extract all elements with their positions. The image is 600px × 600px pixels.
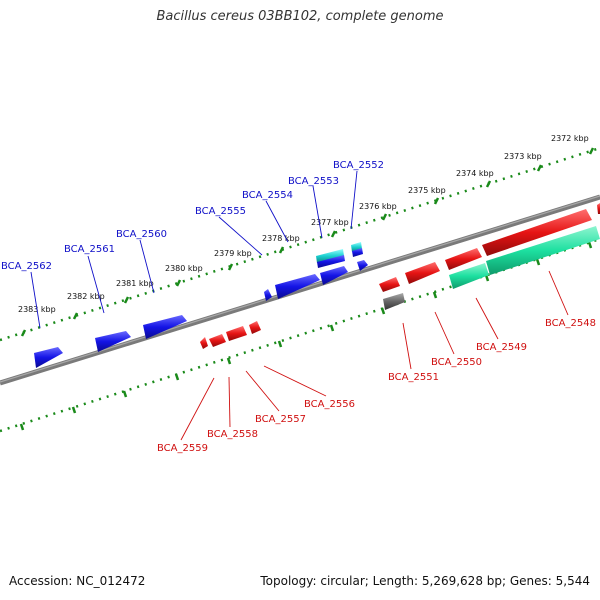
gene-label-bca-2550[interactable]: BCA_2550 bbox=[431, 357, 482, 368]
gene-label-bca-2553[interactable]: BCA_2553 bbox=[288, 176, 339, 187]
gene-bca-2556[interactable] bbox=[249, 321, 261, 334]
gene-label-bca-2552[interactable]: BCA_2552 bbox=[333, 160, 384, 171]
gene-bca-2557[interactable] bbox=[226, 326, 247, 341]
scale-label-2381: 2381 kbp bbox=[116, 279, 154, 288]
gene-label-bca-2560[interactable]: BCA_2560 bbox=[116, 229, 167, 240]
scale-label-2377: 2377 kbp bbox=[311, 218, 349, 227]
gene-bca-2554[interactable] bbox=[275, 274, 320, 299]
scale-label-2376: 2376 kbp bbox=[359, 202, 397, 211]
lower-leader-lines bbox=[180, 270, 569, 441]
gene-bca-2559[interactable] bbox=[200, 337, 208, 349]
gene-bca-2553-b[interactable] bbox=[357, 260, 368, 271]
gene-label-bca-2561[interactable]: BCA_2561 bbox=[64, 244, 115, 255]
map-title: Bacillus cereus 03BB102, complete genome bbox=[156, 9, 444, 24]
gene-bca-2551-red[interactable] bbox=[379, 277, 400, 292]
scale-label-2379: 2379 kbp bbox=[214, 249, 252, 258]
gene-bca-2552-blue-2[interactable] bbox=[352, 248, 363, 257]
scale-label-2380: 2380 kbp bbox=[165, 264, 203, 273]
gene-label-bca-2562[interactable]: BCA_2562 bbox=[1, 261, 52, 272]
gene-label-bca-2557[interactable]: BCA_2557 bbox=[255, 414, 306, 425]
gene-bca-2550[interactable] bbox=[405, 262, 440, 284]
gene-bca-2560[interactable] bbox=[143, 315, 187, 339]
gene-label-bca-2554[interactable]: BCA_2554 bbox=[242, 190, 293, 201]
scale-label-2374: 2374 kbp bbox=[456, 169, 494, 178]
topology-text: Topology: circular; Length: 5,269,628 bp… bbox=[260, 574, 590, 588]
gene-bca-2552-blue[interactable] bbox=[317, 255, 345, 268]
gene-bca-2553-a[interactable] bbox=[320, 266, 348, 285]
scale-label-2375: 2375 kbp bbox=[408, 186, 446, 195]
gene-bca-2561[interactable] bbox=[95, 331, 131, 352]
gene-bca-2548-rna[interactable] bbox=[486, 226, 600, 275]
gene-label-bca-2549[interactable]: BCA_2549 bbox=[476, 342, 527, 353]
gene-label-bca-2555[interactable]: BCA_2555 bbox=[195, 206, 246, 217]
gene-bca-2549-red[interactable] bbox=[445, 248, 482, 270]
scale-label-2372: 2372 kbp bbox=[551, 134, 589, 143]
accession-text: Accession: NC_012472 bbox=[9, 574, 146, 588]
genome-backbone bbox=[0, 194, 600, 386]
gene-bca-2555[interactable] bbox=[264, 289, 272, 301]
gene-bca-2558[interactable] bbox=[209, 334, 226, 347]
scale-label-2378: 2378 kbp bbox=[262, 234, 300, 243]
gene-label-bca-2548[interactable]: BCA_2548 bbox=[545, 318, 596, 329]
gene-label-bca-2559[interactable]: BCA_2559 bbox=[157, 443, 208, 454]
gene-label-bca-2558[interactable]: BCA_2558 bbox=[207, 429, 258, 440]
gene-label-bca-2556[interactable]: BCA_2556 bbox=[304, 399, 355, 410]
upper-major-ticks bbox=[20, 147, 595, 337]
scale-line-lower bbox=[0, 237, 600, 433]
gene-bca-2549-rna[interactable] bbox=[449, 263, 489, 289]
gene-bca-2548-red[interactable] bbox=[482, 209, 592, 256]
gene-bca-2552-rna[interactable] bbox=[316, 249, 344, 263]
scale-line-upper bbox=[0, 146, 600, 342]
reverse-genes bbox=[200, 203, 600, 349]
forward-genes bbox=[34, 242, 368, 368]
gene-next-red[interactable] bbox=[597, 203, 600, 214]
scale-label-2382: 2382 kbp bbox=[67, 292, 105, 301]
upper-leader-lines bbox=[30, 170, 358, 329]
scale-label-2373: 2373 kbp bbox=[504, 152, 542, 161]
gene-bca-2551-gray[interactable] bbox=[383, 293, 405, 310]
gene-label-bca-2551[interactable]: BCA_2551 bbox=[388, 372, 439, 383]
gene-bca-2562[interactable] bbox=[34, 347, 63, 368]
